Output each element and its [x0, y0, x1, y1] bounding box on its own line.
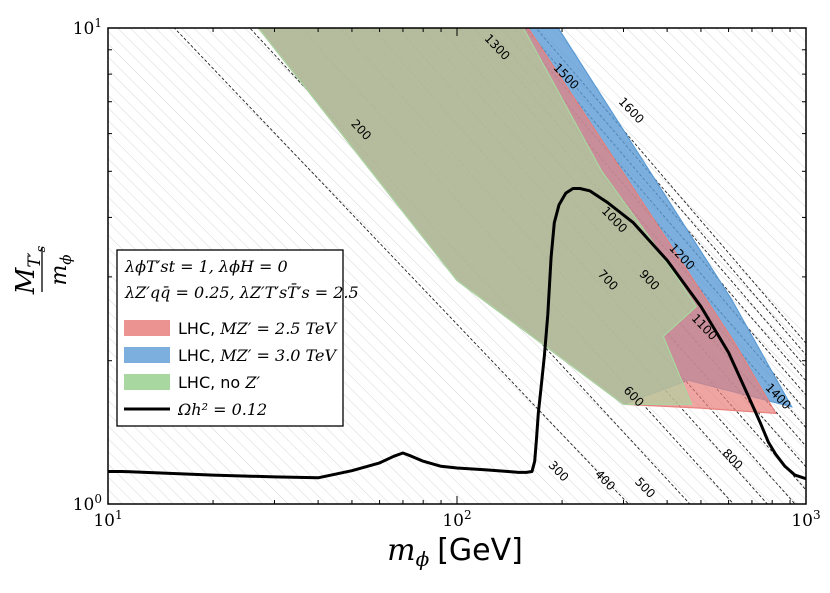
y-tick-label: 101 [73, 16, 102, 39]
legend-entry-nozprime: LHC, no Z′ [178, 373, 260, 392]
x-tick-label: 103 [791, 508, 820, 531]
contour-1500 [524, 28, 806, 356]
relic-density-curve [108, 187, 806, 481]
x-axis-label-unit: [GeV] [437, 533, 523, 568]
legend-swatch-25tev [124, 320, 170, 336]
y-axis-label-num-sub: T′ [25, 252, 45, 267]
legend: λϕT′st = 1, λϕH = 0 λZ′qq̄ = 0.25, λZ′T′… [116, 249, 359, 427]
y-axis-label-den: m [47, 265, 72, 286]
x-axis-label-m: m [387, 533, 415, 568]
legend-couplings-2: λZ′qq̄ = 0.25, λZ′T′sT̄′s = 2.5 [124, 281, 359, 302]
lhc-regions [257, 28, 793, 415]
y-tick-label: 100 [73, 492, 102, 515]
x-axis-label-sub: ϕ [416, 547, 430, 571]
contour-200 [173, 28, 629, 504]
legend-swatch-nozprime [124, 374, 170, 390]
contour-1600 [535, 28, 806, 344]
legend-couplings-1: λϕT′st = 1, λϕH = 0 [124, 257, 288, 276]
x-axis-label: mϕ [GeV] [387, 533, 523, 571]
legend-box [116, 249, 344, 427]
legend-entry-30tev: LHC, MZ′ = 3.0 TeV [178, 346, 337, 365]
plot-frame [107, 27, 807, 505]
relic-density-group [108, 187, 806, 481]
y-axis-label-num: M [11, 266, 41, 295]
x-tick-label: 101 [93, 508, 122, 531]
legend-entry-relic: Ωh² = 0.12 [177, 400, 267, 419]
y-axis-label: MT′s mϕ [11, 245, 75, 295]
svg-text:MT′s: MT′s [11, 245, 49, 295]
y-axis-label-den-sub: ϕ [57, 254, 75, 264]
x-tick-label: 102 [442, 508, 471, 531]
legend-entry-25tev: LHC, MZ′ = 2.5 TeV [178, 319, 337, 338]
legend-swatch-30tev [124, 347, 170, 363]
lhc-nozprime-region [257, 28, 698, 405]
svg-text:mϕ: mϕ [47, 254, 75, 285]
